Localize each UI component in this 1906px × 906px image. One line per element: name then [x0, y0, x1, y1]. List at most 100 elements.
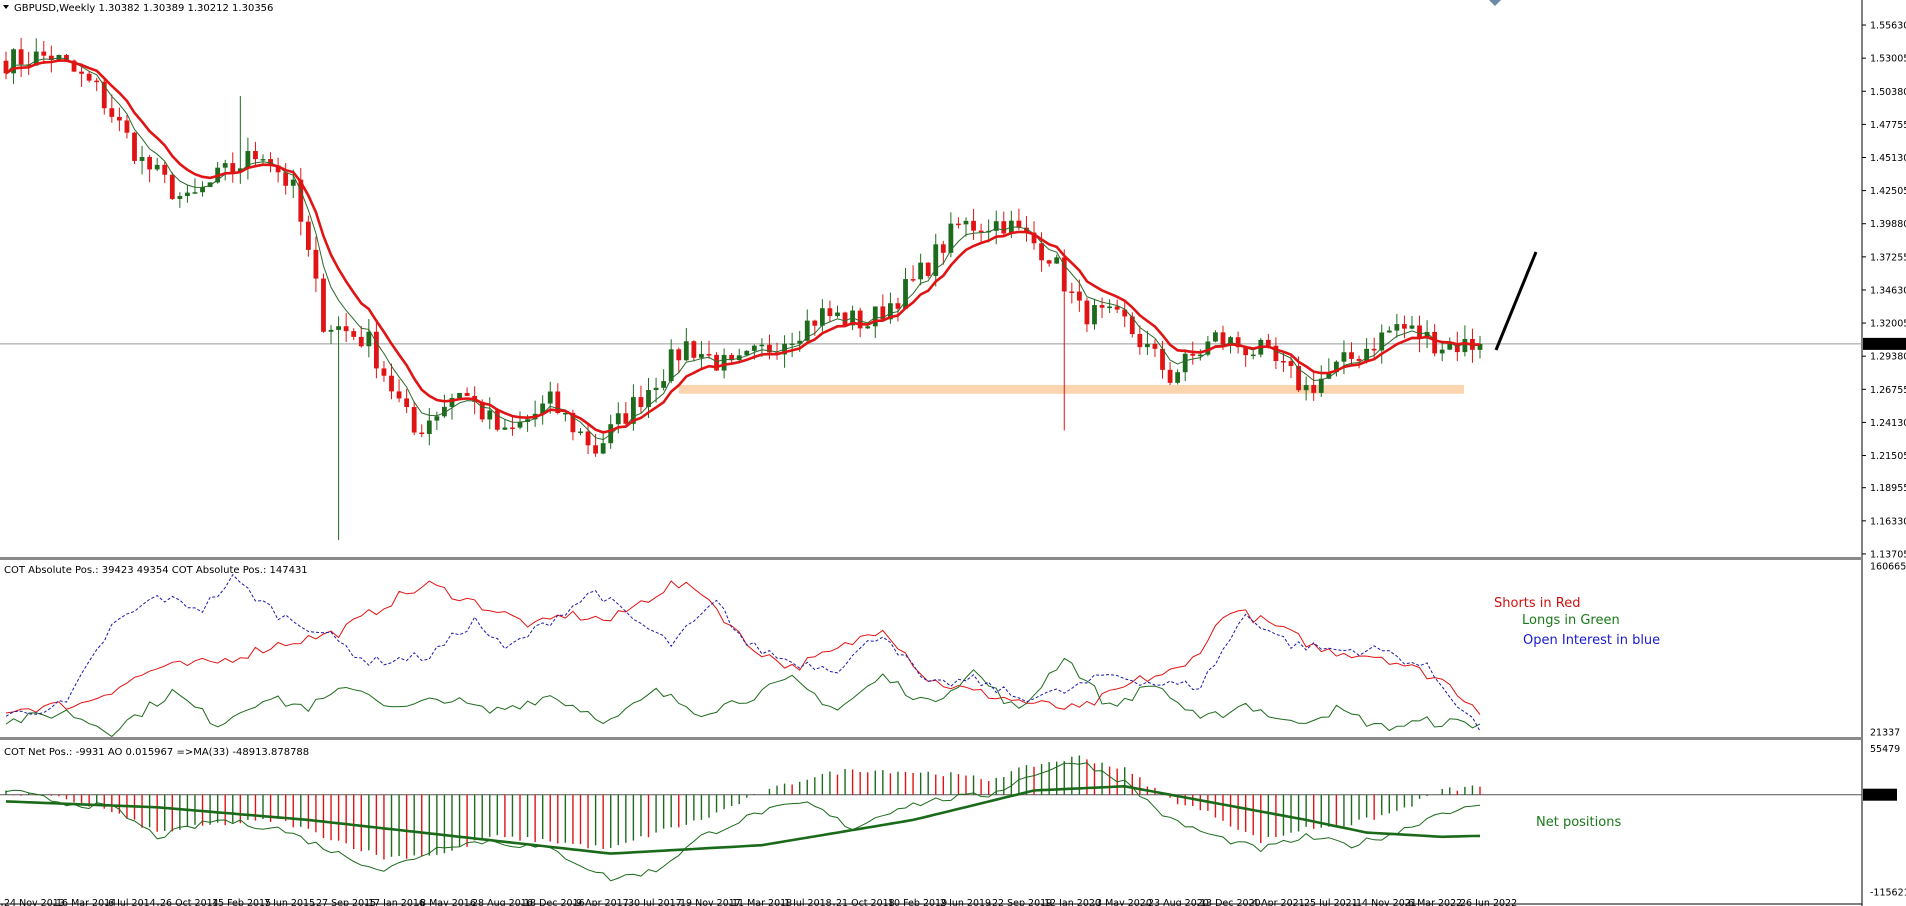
candle-body — [903, 279, 908, 309]
candle-body — [11, 49, 16, 74]
candle-body — [1084, 300, 1090, 325]
candle-body — [744, 350, 750, 356]
candle-body — [525, 419, 530, 422]
candle-body — [358, 336, 364, 347]
candle-body — [578, 431, 583, 434]
time-tick-label: 22 Sep 2019 — [992, 898, 1052, 906]
candle-body — [185, 192, 190, 197]
candle-body — [562, 412, 568, 415]
cot-net-pane[interactable]: 55479 0.00 -115621 COT Net Pos.: -9931 AO … — [0, 744, 1906, 899]
candle-body — [64, 55, 69, 61]
candle-body — [888, 303, 893, 320]
candle-body — [1024, 227, 1029, 233]
net-tick-label: 55479 — [1870, 744, 1900, 755]
price-tick-label: 1.55630 — [1870, 21, 1906, 32]
candle-body — [48, 55, 54, 60]
cot-series-open-interest — [5, 573, 1481, 732]
cot-absolute-pane[interactable]: 160665 21337 COT Absolute Pos.: 39423 493… — [4, 562, 1906, 739]
candle-body — [1379, 332, 1385, 351]
candle-body — [1265, 339, 1271, 346]
pane-separator-2[interactable] — [0, 737, 1862, 740]
candle-body — [729, 354, 735, 361]
price-tick-label: 1.18955 — [1870, 483, 1906, 494]
candle-body — [305, 221, 311, 250]
candle-body — [404, 398, 410, 408]
candle-body — [767, 344, 772, 353]
time-tick-label: 6 Jul 2014 — [108, 898, 156, 906]
candle-body — [1182, 353, 1188, 373]
candle-body — [540, 403, 546, 414]
candle-body — [1107, 306, 1113, 308]
candle-body — [1296, 365, 1301, 391]
candle-body — [373, 331, 379, 369]
net-bars-group — [5, 755, 1481, 860]
cot-series-shorts — [5, 580, 1481, 715]
candle-body — [1205, 341, 1211, 355]
price-tick-label: 1.37255 — [1870, 252, 1906, 263]
candle-body — [18, 49, 24, 65]
candle-body — [653, 387, 659, 391]
candle-body — [1273, 345, 1279, 362]
candle-body — [797, 340, 803, 344]
trend-arrow-line[interactable] — [1494, 251, 1538, 351]
candle-body — [1349, 352, 1354, 359]
candle-body — [245, 151, 251, 169]
price-tick-label: 1.13705 — [1870, 549, 1906, 560]
cot-axis: 160665 21337 — [1870, 562, 1906, 739]
support-zone-band — [678, 384, 1464, 394]
candle-body — [116, 116, 122, 121]
time-tick-label: 1 Jul 2018 — [784, 898, 832, 906]
candle-body — [872, 306, 878, 327]
candle-body — [1114, 306, 1120, 310]
time-tick-label: 30 Jul 2017 — [628, 898, 682, 906]
candle-body — [283, 172, 289, 186]
candle-body — [517, 421, 523, 428]
time-tick-label: 27 Sep 2015 — [316, 898, 376, 906]
shift-marker-icon[interactable] — [1489, 0, 1501, 6]
candle-body — [1417, 325, 1422, 339]
candle-body — [389, 375, 394, 392]
time-tick-label: 11 Mar 2018 — [732, 898, 792, 906]
time-tick-label: 15 Feb 2015 — [212, 898, 271, 906]
cot-absolute-title: COT Absolute Pos.: 39423 49354 COT Absol… — [4, 565, 308, 576]
candle-body — [33, 51, 39, 66]
candle-body — [857, 310, 863, 329]
pane-separator-1[interactable] — [0, 557, 1862, 560]
price-tick-label: 1.50380 — [1870, 87, 1906, 98]
candle-body — [691, 341, 697, 358]
candle-body — [706, 354, 712, 356]
candle-body — [721, 354, 727, 371]
net-axis: 55479 0.00 -115621 — [1863, 744, 1906, 899]
candle-body — [623, 413, 629, 424]
net-zero-label-box — [1863, 788, 1897, 801]
candle-body — [940, 244, 946, 253]
price-tick-label: 1.16330 — [1870, 516, 1906, 527]
candle-body — [600, 443, 606, 454]
price-pane[interactable]: 1.55630 1.53005 1.50380 1.47755 1.45130 1.425… — [0, 0, 1906, 560]
candle-body — [200, 187, 205, 193]
price-pane-title: GBPUSD,Weekly 1.30382 1.30389 1.30212 1.… — [14, 3, 273, 14]
candle-body — [487, 410, 493, 420]
ma33-line — [5, 784, 1481, 855]
cot-lines-group — [5, 573, 1481, 738]
candle-body — [978, 230, 984, 233]
current-price-label-box — [1863, 337, 1906, 350]
symbol-dropdown-icon[interactable] — [3, 5, 9, 9]
candle-body — [351, 331, 357, 337]
candle-body — [381, 368, 387, 376]
time-tick-label: 8 May 2016 — [420, 898, 476, 906]
price-tick-label: 1.39880 — [1870, 219, 1906, 230]
net-positions-label: Net positions — [1536, 815, 1621, 830]
candle-body — [630, 397, 636, 424]
candle-body — [1281, 361, 1286, 363]
price-tick-label: 1.47755 — [1870, 120, 1906, 131]
time-tick-label: 17 Jan 2016 — [368, 898, 425, 906]
time-tick-label: 18 Dec 2016 — [524, 898, 585, 906]
price-tick-label: 1.53005 — [1870, 54, 1906, 65]
time-tick-label: 28 Aug 2016 — [472, 898, 533, 906]
candle-body — [812, 320, 818, 326]
candle-body — [1318, 378, 1324, 393]
legend-open-interest: Open Interest in blue — [1523, 633, 1660, 648]
candle-body — [464, 392, 470, 396]
